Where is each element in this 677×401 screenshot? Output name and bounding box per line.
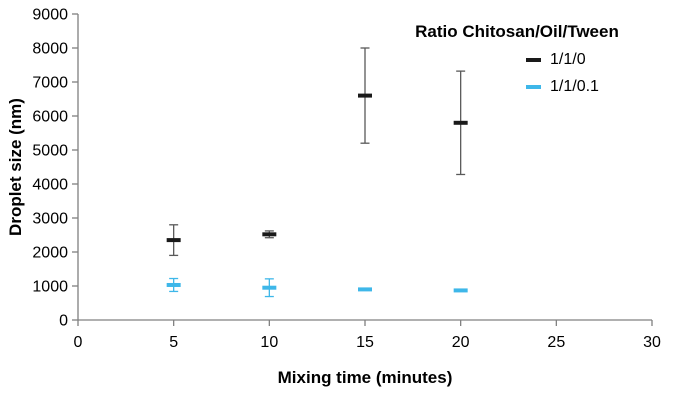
- legend-item: 1/1/0.1: [526, 73, 646, 100]
- y-tick-label: 2000: [32, 245, 68, 262]
- y-tick-label: 3000: [32, 211, 68, 228]
- x-tick-label: 20: [452, 334, 470, 351]
- y-tick-label: 1000: [32, 279, 68, 296]
- y-tick-label: 8000: [32, 41, 68, 58]
- y-tick-label: 5000: [32, 143, 68, 160]
- legend-item: 1/1/0: [526, 46, 646, 73]
- x-tick-label: 25: [547, 334, 565, 351]
- y-tick-label: 6000: [32, 109, 68, 126]
- legend-label: 1/1/0.1: [550, 77, 599, 95]
- legend-marker: [526, 57, 541, 62]
- x-tick-label: 0: [74, 334, 83, 351]
- y-tick-label: 0: [59, 313, 68, 330]
- y-tick-label: 9000: [32, 7, 68, 24]
- y-tick-label: 7000: [32, 75, 68, 92]
- legend-label: 1/1/0: [550, 50, 586, 68]
- x-tick-label: 10: [260, 334, 278, 351]
- y-tick-label: 4000: [32, 177, 68, 194]
- x-tick-label: 30: [643, 334, 661, 351]
- legend-marker: [526, 84, 541, 89]
- legend-title: Ratio Chitosan/Oil/Tween: [415, 22, 619, 41]
- x-tick-label: 5: [169, 334, 178, 351]
- legend-items: 1/1/0 1/1/0.1: [388, 46, 646, 100]
- x-tick-label: 15: [356, 334, 374, 351]
- legend: Ratio Chitosan/Oil/Tween 1/1/0 1/1/0.1: [388, 22, 646, 100]
- y-axis-title: Droplet size (nm): [6, 98, 25, 236]
- x-axis-title: Mixing time (minutes): [277, 368, 453, 387]
